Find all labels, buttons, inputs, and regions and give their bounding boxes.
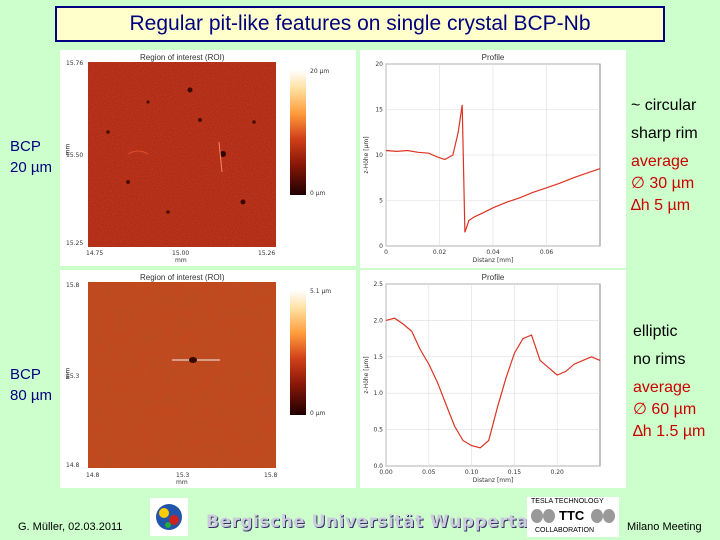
y-axis-label: z-Höhe [µm] — [363, 136, 370, 173]
chart-title: Profile — [482, 53, 505, 62]
series-line — [385, 317, 601, 449]
label-bcp-80-line2: 80 µm — [10, 387, 52, 404]
x-tick-label: 0.10 — [465, 469, 479, 476]
profile-chart-bottom: Profile 0.0 0.5 1.0 1.5 2.0 2.5 0.00 0.05 0.10 0.1… — [360, 270, 626, 488]
roi-top-ytick-1: 15.50 — [66, 152, 84, 159]
x-tick-label: 0 — [384, 249, 388, 256]
colorbar-top — [290, 70, 306, 195]
desc-bottom-diameter: ∅ 60 µm — [633, 401, 697, 418]
desc-bottom-shape: elliptic — [633, 323, 678, 340]
x-tick-label: 0.06 — [540, 249, 554, 256]
roi-bottom-ytick-0: 15.8 — [66, 282, 80, 289]
roi-bottom-y-unit: mm — [64, 367, 72, 380]
x-tick-label: 0.00 — [379, 469, 393, 476]
ttc-cavity-icon — [531, 509, 615, 523]
profile-chart-top: Profile 0 5 10 15 20 0 0.02 0.04 0.06 Distanz [mm]… — [360, 50, 626, 268]
footer-author: G. Müller, 02.03.2011 — [18, 521, 123, 533]
x-tick-label: 0.15 — [508, 469, 522, 476]
roi-top-xtick-2: 15.26 — [258, 250, 276, 257]
roi-bottom-xtick-2: 15.8 — [264, 472, 278, 479]
desc-top: ~ circular sharp rim average ∅ 30 µm ∆h … — [631, 95, 698, 217]
roi-top-x-unit: mm — [175, 257, 187, 264]
roi-panel-top: Region of interest (ROI) 15.76 15.50 15.… — [60, 50, 356, 266]
desc-bottom-height: ∆h 1.5 µm — [633, 423, 706, 440]
desc-bottom: elliptic no rims average ∅ 60 µm ∆h 1.5 … — [633, 321, 705, 443]
chart-title: Profile — [482, 273, 505, 282]
desc-top-diameter: ∅ 30 µm — [631, 175, 695, 192]
desy-logo-icon — [150, 498, 188, 536]
y-tick-label: 2.0 — [373, 317, 383, 324]
roi-bottom-x-unit: mm — [176, 479, 188, 486]
roi-top-ytick-0: 15.76 — [66, 60, 84, 67]
slide-title-box: Regular pit-like features on single crys… — [55, 6, 665, 42]
ttc-logo-bottom: COLLABORATION — [535, 527, 594, 534]
y-tick-label: 0.5 — [373, 427, 383, 434]
y-tick-label: 2.5 — [373, 281, 383, 288]
y-axis-label: z-Höhe [µm] — [363, 356, 370, 393]
label-bcp-20-line1: BCP — [10, 138, 41, 155]
slide-title: Regular pit-like features on single crys… — [129, 12, 591, 35]
series-line — [385, 104, 601, 233]
x-tick-label: 0.20 — [551, 469, 565, 476]
y-tick-label: 1.5 — [373, 354, 383, 361]
x-tick-label: 0.05 — [422, 469, 436, 476]
plot-area — [385, 283, 601, 467]
desc-top-average: average — [631, 153, 689, 170]
y-tick-label: 1.0 — [373, 390, 383, 397]
afm-image-bottom — [88, 282, 276, 468]
y-tick-label: 0 — [379, 243, 383, 250]
colorbar-top-max: 20 µm — [310, 68, 330, 75]
y-tick-label: 20 — [375, 61, 383, 68]
colorbar-bottom-max: 5.1 µm — [310, 288, 332, 295]
afm-image-top — [88, 62, 276, 247]
roi-top-y-unit: mm — [64, 143, 72, 156]
roi-top-xtick-0: 14.75 — [86, 250, 104, 257]
label-bcp-20-line2: 20 µm — [10, 159, 52, 176]
roi-top-xtick-1: 15.00 — [172, 250, 190, 257]
ttc-logo-mid: TTC — [559, 508, 585, 523]
y-tick-label: 15 — [375, 107, 383, 114]
x-axis-label: Distanz [mm] — [473, 257, 514, 264]
roi-bottom-ytick-2: 14.8 — [66, 462, 80, 469]
y-tick-label: 5 — [379, 198, 383, 205]
label-bcp-20: BCP 20 µm — [10, 136, 52, 178]
colorbar-bottom-min: 0 µm — [310, 410, 326, 417]
roi-title-top: Region of interest (ROI) — [140, 53, 225, 62]
roi-title-bottom: Region of interest (ROI) — [140, 273, 225, 282]
label-bcp-80: BCP 80 µm — [10, 364, 52, 406]
ttc-logo: TESLA TECHNOLOGY TTC COLLABORATION — [527, 497, 619, 537]
colorbar-top-min: 0 µm — [310, 190, 326, 197]
university-logo: Bergische Universität Wuppertal — [206, 512, 535, 532]
desc-bottom-average: average — [633, 379, 691, 396]
roi-panel-bottom: Region of interest (ROI) 15.8 15.3 14.8 … — [60, 270, 356, 488]
x-tick-label: 0.02 — [433, 249, 447, 256]
label-bcp-80-line1: BCP — [10, 366, 41, 383]
roi-top-ytick-2: 15.25 — [66, 240, 84, 247]
colorbar-bottom — [290, 290, 306, 415]
roi-bottom-xtick-0: 14.8 — [86, 472, 100, 479]
ttc-logo-top: TESLA TECHNOLOGY — [531, 498, 604, 505]
desc-top-shape: ~ circular — [631, 97, 697, 114]
desc-top-rim: sharp rim — [631, 125, 698, 142]
desc-bottom-rim: no rims — [633, 351, 686, 368]
footer-meeting: Milano Meeting — [627, 521, 702, 533]
y-tick-label: 0.0 — [373, 463, 383, 470]
desc-top-height: ∆h 5 µm — [631, 197, 691, 214]
y-tick-label: 10 — [375, 152, 383, 159]
roi-bottom-ytick-1: 15.3 — [66, 373, 80, 380]
x-tick-label: 0.04 — [486, 249, 500, 256]
x-axis-label: Distanz [mm] — [473, 477, 514, 484]
roi-bottom-xtick-1: 15.3 — [176, 472, 190, 479]
